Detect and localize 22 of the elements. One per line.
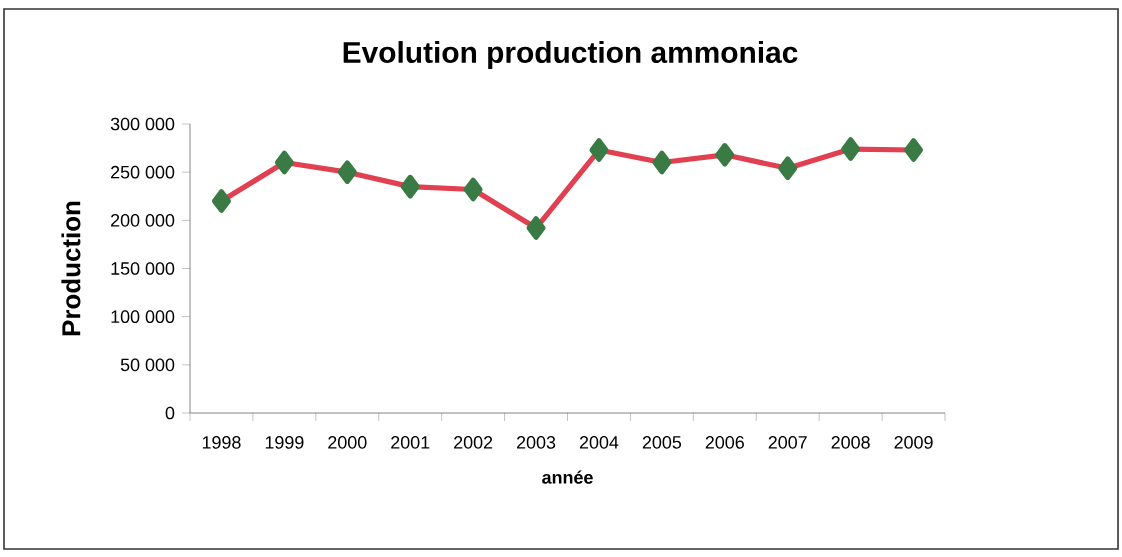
y-tick-label: 100 000: [111, 310, 175, 324]
x-tick-label: 2005: [642, 436, 682, 449]
y-tick-label: 150 000: [111, 262, 175, 275]
x-axis-title: année: [542, 470, 593, 484]
y-tick-label: 50 000: [120, 358, 175, 372]
x-tick-label: 1998: [202, 436, 241, 449]
y-tick-label: 300 000: [110, 117, 175, 131]
x-tick-label: 2003: [517, 436, 556, 449]
x-tick-label: 2000: [328, 436, 367, 449]
chart-title: Evolution production ammoniac: [343, 41, 798, 69]
x-tick-label: 2009: [894, 436, 933, 449]
x-tick-label: 2004: [579, 436, 619, 449]
y-tick-label: 0: [165, 406, 175, 420]
x-tick-label: 2007: [768, 436, 807, 449]
y-tick-label: 250 000: [111, 165, 175, 179]
x-tick-label: 2006: [705, 436, 744, 449]
x-tick-label: 2002: [454, 436, 493, 449]
x-tick-label: 2001: [391, 436, 430, 449]
y-axis-title: Production: [61, 201, 81, 336]
x-tick-label: 1999: [265, 436, 304, 449]
y-tick-label: 200 000: [111, 213, 175, 227]
x-tick-label: 2008: [831, 436, 870, 449]
